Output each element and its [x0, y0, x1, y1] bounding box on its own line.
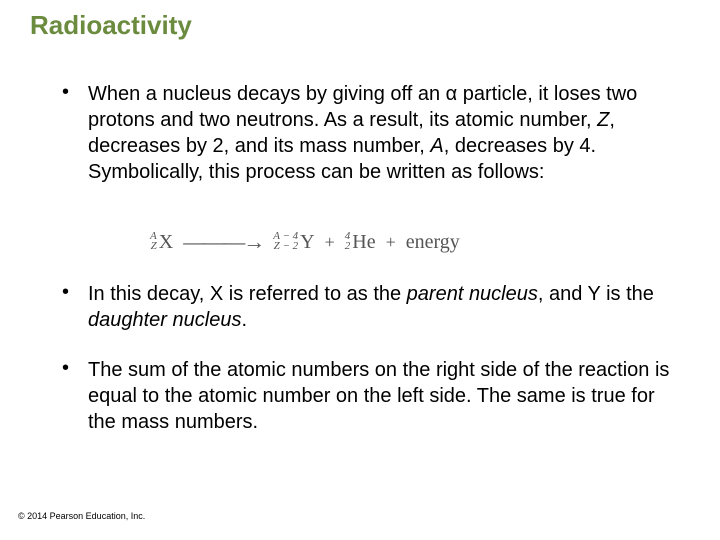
atomic-number: 2 — [345, 242, 351, 252]
atomic-number: Z — [151, 242, 157, 252]
text-run: . — [241, 309, 247, 331]
text-run-italic: Z — [597, 109, 609, 131]
bullet-marker: • — [60, 357, 88, 380]
nuclide-daughter: A − 4 Z − 2 Y — [273, 232, 314, 252]
text-run-italic: parent nucleus — [407, 283, 538, 305]
text-run: , and Y is the — [538, 283, 654, 305]
content-area: • When a nucleus decays by giving off an… — [0, 41, 720, 435]
page-title: Radioactivity — [30, 10, 192, 40]
text-run-italic: daughter nucleus — [88, 309, 241, 331]
copyright-text: © 2014 Pearson Education, Inc. — [18, 511, 145, 521]
nuclide-alpha: 4 2 He — [345, 232, 376, 252]
bullet-1: • When a nucleus decays by giving off an… — [60, 81, 680, 185]
atomic-number: Z − 2 — [274, 242, 299, 252]
text-run: When a nucleus decays by giving off an α… — [88, 83, 637, 131]
element-symbol: X — [159, 232, 173, 252]
bullet-text: In this decay, X is referred to as the p… — [88, 281, 680, 333]
bullet-2: • In this decay, X is referred to as the… — [60, 281, 680, 333]
plus-operator: + — [325, 232, 335, 253]
element-symbol: Y — [300, 232, 314, 252]
energy-term: energy — [406, 232, 460, 252]
text-run: In this decay, X is referred to as the — [88, 283, 407, 305]
nuclide-parent: A Z X — [150, 232, 173, 252]
text-run-italic: A — [430, 135, 443, 157]
bullet-text: When a nucleus decays by giving off an α… — [88, 81, 680, 185]
plus-operator: + — [386, 232, 396, 253]
equation: A Z X ———→ A − 4 Z − 2 Y + 4 2 He — [60, 209, 680, 281]
arrow-icon: ———→ — [183, 229, 263, 255]
text-run: The sum of the atomic numbers on the rig… — [88, 359, 669, 433]
bullet-text: The sum of the atomic numbers on the rig… — [88, 357, 680, 435]
bullet-3: • The sum of the atomic numbers on the r… — [60, 357, 680, 435]
bullet-marker: • — [60, 281, 88, 304]
element-symbol: He — [352, 232, 375, 252]
bullet-marker: • — [60, 81, 88, 104]
